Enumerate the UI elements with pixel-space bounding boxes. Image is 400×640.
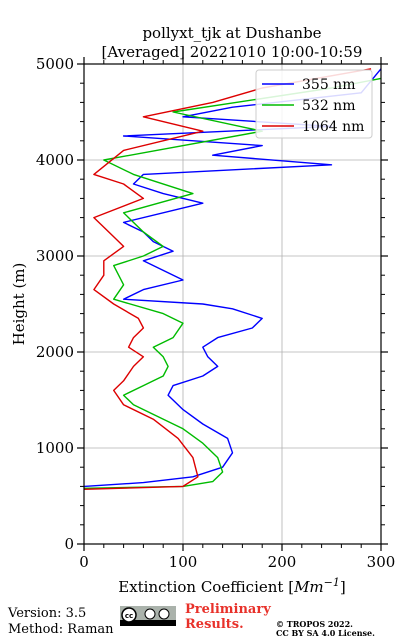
series-lines	[83, 68, 382, 490]
chart-legend: 355 nm 532 nm 1064 nm	[255, 69, 373, 139]
y-tick-label: 5000	[36, 55, 74, 73]
legend-label-2: 532 nm	[302, 98, 355, 114]
series-line-2	[83, 77, 382, 489]
legend-label-3: 1064 nm	[302, 119, 364, 135]
preliminary-line-1: Preliminary	[185, 602, 271, 617]
preliminary-results-note: Preliminary Results.	[185, 602, 271, 632]
series-line-1	[83, 68, 382, 488]
legend-label-1: 355 nm	[302, 77, 355, 93]
chart-subtitle: [Averaged] 20221010 10:00-10:59	[102, 43, 363, 61]
y-tick-label: 3000	[36, 247, 74, 265]
method-label: Method: Raman	[8, 622, 114, 637]
chart-title: pollyxt_tjk at Dushanbe	[142, 24, 321, 42]
y-tick-label: 4000	[36, 151, 74, 169]
legend-box	[255, 69, 373, 139]
x-tick-label: 300	[367, 553, 396, 571]
lidar-extinction-chart: pollyxt_tjk at Dushanbe [Averaged] 20221…	[10, 24, 396, 596]
y-axis-label: Height (m)	[10, 263, 28, 346]
copyright-line-2: CC BY SA 4.0 License.	[276, 628, 375, 638]
y-tick-label: 2000	[36, 343, 74, 361]
plot-frame	[83, 63, 382, 545]
x-axis-label: Extinction Coefficient [Mm−1]	[118, 576, 345, 596]
series-line-3	[83, 68, 372, 490]
cc-by-sa-icon: cc	[120, 606, 176, 626]
copyright-line-1: © TROPOS 2022.	[276, 619, 353, 629]
y-tick-label: 1000	[36, 439, 74, 457]
x-tick-label: 0	[79, 553, 89, 571]
y-tick-label: 0	[64, 535, 74, 553]
legend-entries: 355 nm 532 nm 1064 nm	[262, 77, 364, 135]
x-tick-label: 200	[268, 553, 297, 571]
svg-text:cc: cc	[125, 612, 133, 620]
copyright-note: © TROPOS 2022. CC BY SA 4.0 License.	[276, 620, 375, 638]
version-label: Version: 3.5	[8, 606, 87, 621]
preliminary-line-2: Results.	[185, 617, 244, 632]
x-tick-label: 100	[169, 553, 198, 571]
